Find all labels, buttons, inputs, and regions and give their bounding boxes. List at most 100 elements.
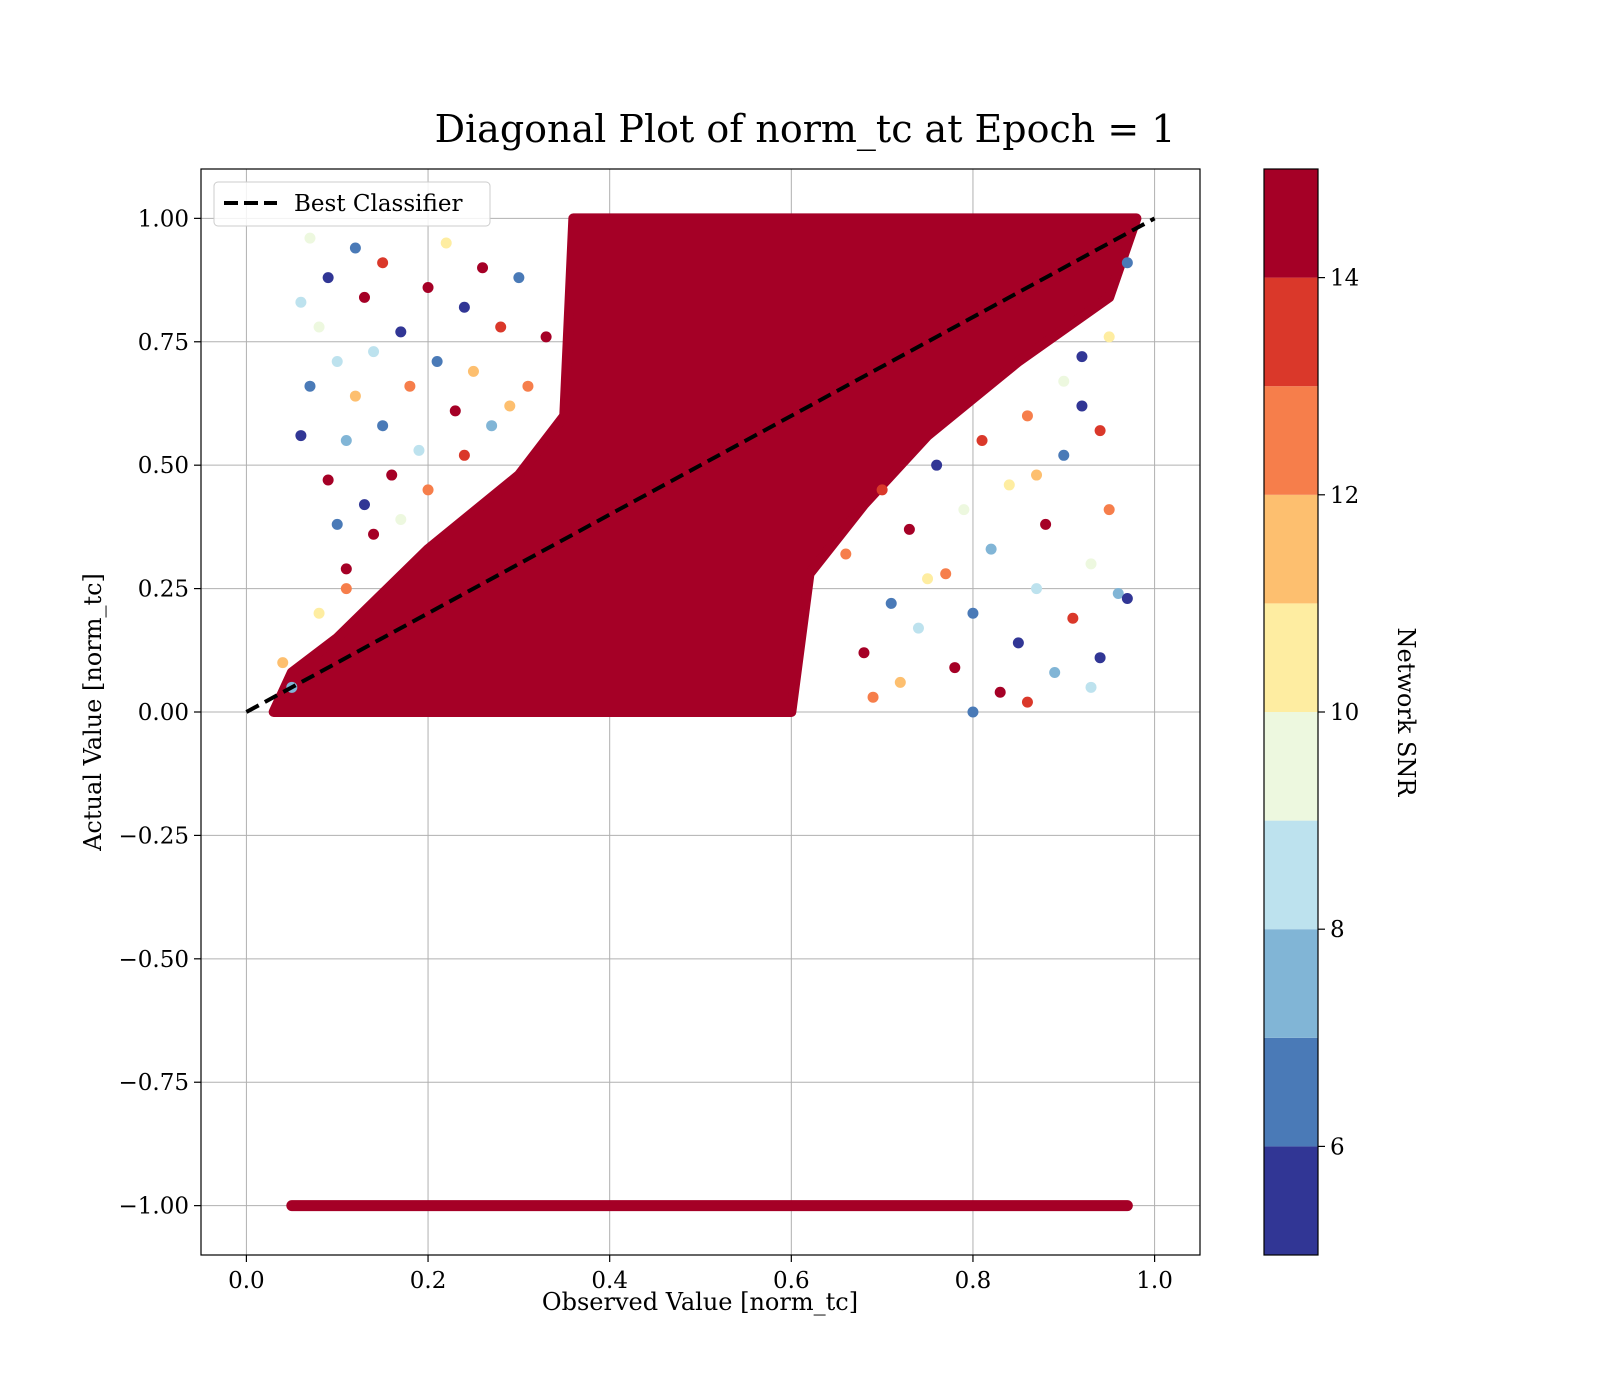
scatter-point <box>994 686 1006 698</box>
x-axis-label: Observed Value [norm_tc] <box>542 1288 858 1316</box>
colorbar-label: Network SNR <box>1392 628 1420 798</box>
x-tick-label: 0.6 <box>773 1268 810 1294</box>
scatter-point <box>395 326 407 338</box>
colorbar <box>1264 169 1318 1255</box>
scatter-point <box>922 573 934 585</box>
scatter-point <box>295 296 307 308</box>
colorbar-bin <box>1264 820 1318 930</box>
scatter-point <box>458 301 470 313</box>
y-axis-ticks: 1.00 0.75 0.50 0.25 0.00 −0.25 −0.50 −0.75 −1.00 <box>119 206 201 1220</box>
scatter-points <box>277 232 1133 718</box>
scatter-point <box>495 321 507 333</box>
scatter-point <box>349 242 361 254</box>
scatter-point <box>467 365 479 377</box>
scatter-point <box>1058 449 1070 461</box>
colorbar-bin <box>1264 277 1318 387</box>
scatter-point <box>304 380 316 392</box>
scatter-point <box>1103 331 1115 343</box>
scatter-point <box>1049 667 1061 679</box>
colorbar-frame <box>1263 168 1319 1256</box>
colorbar-tick-label: 14 <box>1330 266 1359 292</box>
colorbar-bin <box>1264 169 1318 278</box>
scatter-point <box>440 237 452 249</box>
colorbar-bin <box>1264 603 1318 712</box>
scatter-point <box>858 647 870 659</box>
scatter-point <box>322 272 334 284</box>
scatter-point <box>1103 504 1115 516</box>
scatter-point <box>903 523 915 535</box>
scatter-point <box>368 346 380 358</box>
scatter-point <box>477 262 489 274</box>
scatter-point <box>1012 637 1024 649</box>
dense-point-band <box>268 213 1142 717</box>
scatter-point <box>1031 583 1043 595</box>
legend-label-best-classifier: Best Classifier <box>294 191 462 217</box>
scatter-point <box>1031 469 1043 481</box>
scatter-point <box>313 607 325 619</box>
scatter-point <box>277 657 289 669</box>
scatter-point <box>967 706 979 718</box>
y-tick-label: −0.75 <box>119 1070 189 1096</box>
scatter-point <box>422 281 434 293</box>
scatter-point <box>1112 588 1124 600</box>
colorbar-tick-label: 12 <box>1330 483 1359 509</box>
colorbar-bin <box>1264 929 1318 1038</box>
scatter-point <box>840 548 852 560</box>
colorbar-bin <box>1264 1037 1318 1147</box>
colorbar-bin <box>1264 386 1318 495</box>
scatter-point <box>1067 612 1079 624</box>
scatter-point <box>349 390 361 402</box>
scatter-point <box>295 430 307 442</box>
scatter-point <box>931 459 943 471</box>
scatter-point <box>504 400 516 412</box>
x-tick-label: 0.0 <box>228 1268 265 1294</box>
scatter-point <box>340 563 352 575</box>
x-tick-label: 1.0 <box>1136 1268 1173 1294</box>
scatter-point <box>513 272 525 284</box>
scatter-point <box>304 232 316 244</box>
colorbar-bin <box>1264 712 1318 821</box>
scatter-point <box>1076 351 1088 363</box>
scatter-point <box>967 607 979 619</box>
scatter-point <box>949 662 961 674</box>
scatter-point <box>368 528 380 540</box>
scatter-point <box>331 518 343 530</box>
scatter-point <box>1085 681 1097 693</box>
scatter-point <box>322 474 334 486</box>
scatter-point <box>1094 425 1106 437</box>
y-tick-label: −1.00 <box>119 1194 189 1220</box>
legend: Best Classifier <box>213 181 491 227</box>
scatter-point <box>431 356 443 368</box>
scatter-point <box>1058 375 1070 387</box>
colorbar-tick-label: 10 <box>1330 700 1359 726</box>
y-tick-label: −0.25 <box>119 823 189 849</box>
scatter-point <box>1003 479 1015 491</box>
scatter-point <box>1094 652 1106 664</box>
x-tick-label: 0.4 <box>591 1268 628 1294</box>
scatter-point <box>876 484 888 496</box>
y-axis-label: Actual Value [norm_tc] <box>79 573 107 852</box>
scatter-point <box>1076 400 1088 412</box>
scatter-point <box>976 435 988 446</box>
scatter-point <box>340 583 352 595</box>
chart-title: Diagonal Plot of norm_tc at Epoch = 1 <box>435 107 1176 152</box>
scatter-point <box>894 676 906 688</box>
scatter-point <box>1021 410 1033 422</box>
scatter-point <box>358 499 370 511</box>
colorbar-tick-label: 6 <box>1330 1134 1345 1160</box>
scatter-point <box>422 484 434 496</box>
x-tick-label: 0.8 <box>955 1268 992 1294</box>
x-tick-label: 0.2 <box>410 1268 447 1294</box>
colorbar-ticks: 6 8 10 12 14 <box>1318 266 1359 1160</box>
scatter-point <box>358 291 370 303</box>
scatter-point <box>867 691 879 703</box>
scatter-point <box>1040 518 1052 530</box>
scatter-point <box>486 420 498 432</box>
scatter-point <box>449 405 461 417</box>
scatter-point <box>313 321 325 333</box>
y-tick-label: 0.25 <box>138 577 189 603</box>
scatter-point <box>331 356 343 368</box>
y-tick-label: 0.50 <box>138 453 189 479</box>
